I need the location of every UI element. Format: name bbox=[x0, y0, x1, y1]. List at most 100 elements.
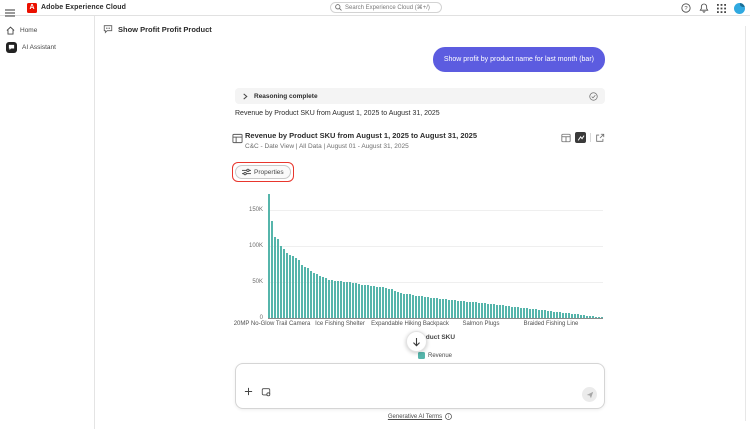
bar bbox=[409, 294, 411, 318]
reasoning-disclosure[interactable]: Reasoning complete bbox=[235, 88, 605, 104]
bar bbox=[331, 280, 333, 318]
chart-card-subtitle: C&C - Date View | All Data | August 01 -… bbox=[245, 142, 409, 150]
send-button[interactable] bbox=[582, 387, 597, 402]
bar bbox=[472, 302, 474, 318]
x-axis-tick: Expandable Hiking Backpack bbox=[371, 321, 449, 327]
bar bbox=[571, 313, 573, 318]
x-axis-tick: Braided Fishing Line bbox=[523, 321, 579, 327]
bar bbox=[439, 298, 441, 318]
bar bbox=[322, 277, 324, 318]
bar bbox=[562, 312, 564, 318]
view-chart-toggle-selected[interactable] bbox=[575, 132, 586, 143]
bar bbox=[328, 279, 330, 318]
bar bbox=[421, 296, 423, 318]
notifications-bell-icon[interactable] bbox=[699, 3, 709, 13]
x-axis-tick: Salmon Plugs bbox=[462, 321, 500, 327]
legend-swatch bbox=[417, 352, 425, 359]
bar bbox=[463, 301, 465, 318]
x-axis-tick: 20MP No-Glow Trail Camera bbox=[233, 321, 311, 327]
conversation-header: Show Profit Profit Product bbox=[103, 24, 212, 34]
bar bbox=[361, 284, 363, 318]
screen-capture-icon bbox=[261, 388, 271, 397]
bar bbox=[544, 310, 546, 318]
bar bbox=[340, 281, 342, 318]
chat-history-icon bbox=[103, 25, 113, 34]
bar bbox=[436, 298, 438, 318]
bar bbox=[316, 274, 318, 318]
svg-text:i: i bbox=[448, 414, 449, 419]
message-composer[interactable] bbox=[235, 363, 605, 409]
bar bbox=[304, 266, 306, 318]
bar bbox=[382, 287, 384, 318]
bar bbox=[373, 286, 375, 318]
bar bbox=[514, 306, 516, 318]
bar bbox=[391, 289, 393, 318]
x-axis-tick: Ice Fishing Shelter bbox=[315, 321, 365, 327]
main-content: Show Profit Profit Product Show profit b… bbox=[95, 16, 750, 429]
capture-context-button[interactable] bbox=[261, 384, 271, 402]
legend-label: Revenue bbox=[427, 352, 453, 359]
bar bbox=[502, 305, 504, 318]
bar bbox=[475, 302, 477, 318]
chevron-right-icon bbox=[243, 92, 248, 100]
bar bbox=[595, 316, 597, 318]
view-table-icon[interactable] bbox=[561, 133, 571, 143]
freeform-table-icon bbox=[232, 133, 243, 144]
bar-series bbox=[268, 192, 603, 318]
bar bbox=[376, 286, 378, 318]
adobe-logo[interactable]: A bbox=[27, 3, 37, 13]
app-switcher-grid-icon[interactable] bbox=[717, 3, 726, 13]
bar bbox=[454, 300, 456, 318]
user-message-bubble: Show profit by product name for last mon… bbox=[432, 47, 605, 72]
bar bbox=[430, 297, 432, 318]
bar bbox=[511, 306, 513, 318]
reasoning-status-label: Reasoning complete bbox=[254, 92, 318, 100]
bar bbox=[469, 301, 471, 318]
hamburger-menu-icon[interactable] bbox=[5, 4, 15, 17]
bar bbox=[346, 282, 348, 318]
message-input[interactable] bbox=[244, 370, 544, 384]
bar bbox=[325, 278, 327, 318]
sidebar-item-ai-assistant[interactable]: AI Assistant bbox=[0, 40, 95, 55]
bar bbox=[592, 316, 594, 318]
line-chart-icon bbox=[577, 134, 584, 141]
bar bbox=[445, 299, 447, 318]
global-search-input[interactable]: Search Experience Cloud (⌘+/) bbox=[330, 2, 442, 13]
user-avatar[interactable] bbox=[734, 2, 745, 14]
bar bbox=[517, 307, 519, 318]
bar bbox=[406, 293, 408, 318]
open-in-new-icon[interactable] bbox=[595, 133, 605, 143]
properties-button[interactable]: Properties bbox=[235, 165, 291, 179]
global-header: A Adobe Experience Cloud Search Experien… bbox=[0, 0, 750, 17]
bar bbox=[577, 314, 579, 318]
bar bbox=[451, 300, 453, 318]
divider bbox=[590, 133, 591, 142]
bar bbox=[520, 307, 522, 318]
bar bbox=[478, 302, 480, 318]
bar bbox=[448, 299, 450, 318]
x-axis-title: Product SKU bbox=[414, 334, 456, 341]
add-attachment-button[interactable] bbox=[244, 383, 253, 401]
info-icon[interactable]: i bbox=[445, 413, 452, 420]
help-icon[interactable]: ? bbox=[681, 3, 691, 13]
arrow-down-icon bbox=[413, 337, 420, 346]
bar bbox=[337, 280, 339, 318]
bar bbox=[412, 295, 414, 318]
bar bbox=[298, 260, 300, 318]
bar bbox=[271, 220, 273, 318]
sidebar-item-home[interactable]: Home bbox=[0, 23, 95, 38]
bar bbox=[418, 296, 420, 318]
bar bbox=[307, 268, 309, 318]
bar bbox=[268, 194, 270, 318]
scrollbar[interactable] bbox=[745, 26, 746, 421]
bar bbox=[349, 282, 351, 318]
bar bbox=[385, 287, 387, 318]
bar bbox=[598, 316, 600, 318]
y-axis-tick: 50K bbox=[252, 279, 263, 285]
scroll-to-bottom-button[interactable] bbox=[406, 331, 427, 352]
generative-ai-terms-link[interactable]: Generative AI Terms bbox=[387, 413, 443, 420]
y-axis-tick: 0 bbox=[259, 315, 263, 321]
plus-icon bbox=[244, 387, 253, 396]
bar bbox=[400, 292, 402, 318]
bar bbox=[601, 317, 603, 318]
